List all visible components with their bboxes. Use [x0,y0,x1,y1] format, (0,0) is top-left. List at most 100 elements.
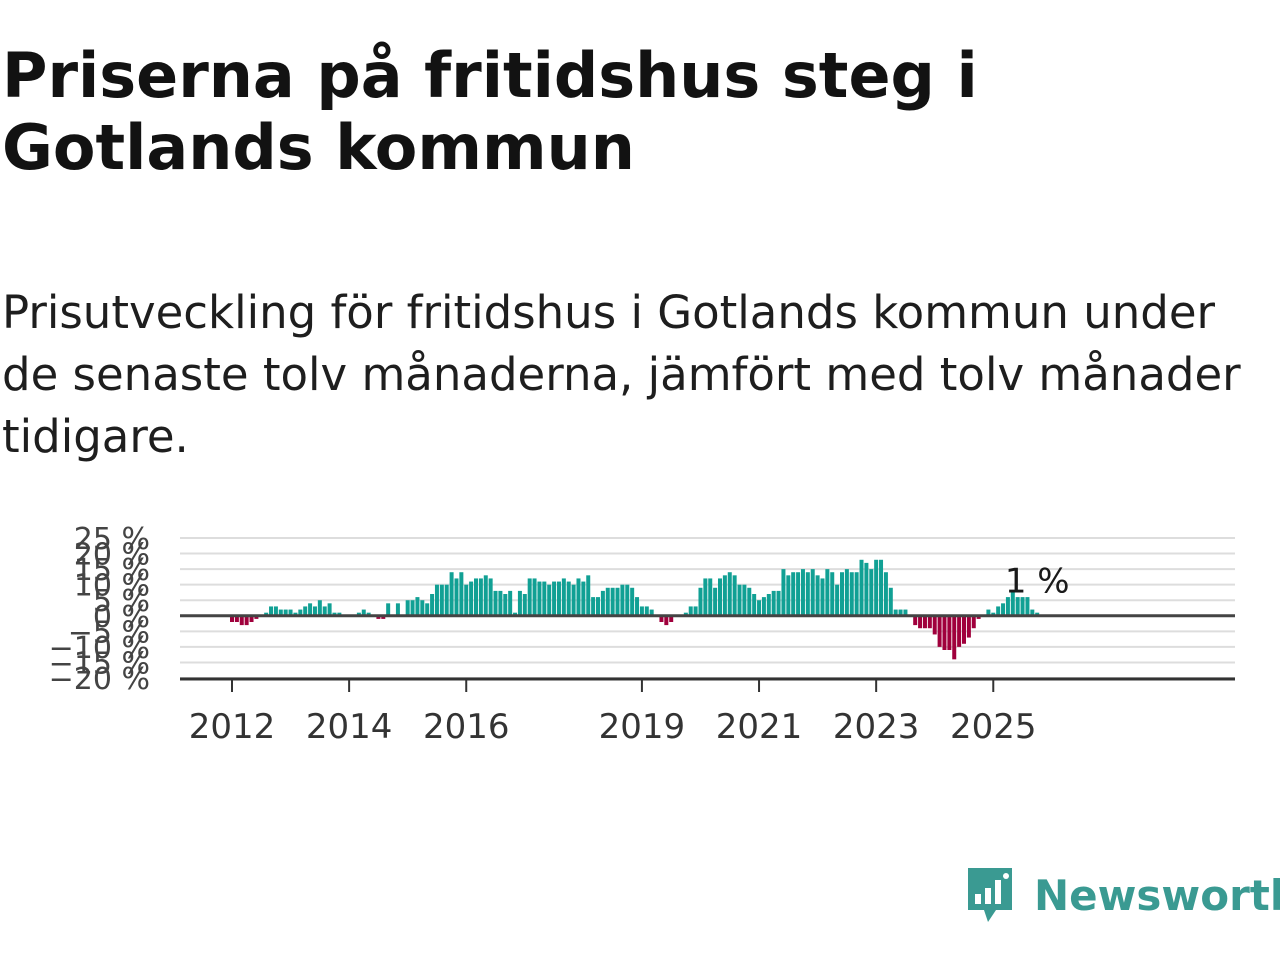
y-tick-label: 10 % [74,569,150,604]
bar [1010,590,1015,616]
bar [630,587,635,616]
bar [791,572,796,616]
bar [576,578,581,616]
bar [644,606,649,616]
bar [869,569,874,616]
y-tick-label: −10 % [49,631,150,666]
bar [859,559,864,616]
bar [683,612,688,616]
bar [922,615,927,629]
bar [742,584,747,616]
bar [991,612,996,616]
bar [947,615,952,650]
bar [230,615,234,622]
bar [361,609,366,616]
bar [620,584,625,616]
bar [825,569,830,616]
bar [854,572,859,616]
bar [766,594,771,616]
bar [727,572,732,616]
bar [249,615,254,622]
bar [386,603,391,616]
newsworthy-logo: Newsworthy [964,864,1280,926]
newsworthy-logo-icon [968,868,1012,922]
bar [918,615,923,629]
bar [234,615,239,622]
bar [864,562,869,616]
bar [625,584,630,616]
x-tick-label: 2016 [423,707,510,747]
bar [1035,612,1040,616]
bar [498,590,503,616]
grid-lines [180,537,1235,679]
brand-name: Newsworthy [1034,870,1280,920]
bar [844,569,849,616]
bar [415,597,420,616]
bar [771,590,776,616]
bar [976,615,981,619]
bar [840,572,844,616]
bar [332,612,337,616]
bar [781,569,786,616]
bar [278,609,283,616]
x-tick-label: 2012 [189,707,276,747]
bar [708,578,713,616]
bar [273,606,278,616]
bar [635,597,640,616]
bar [952,615,957,660]
bar [835,584,840,616]
bar [805,572,810,616]
bar [615,587,620,616]
bar [532,578,537,616]
bar [1015,597,1020,616]
bar [508,590,513,616]
bar [879,559,884,616]
bar [888,587,893,616]
bar [269,606,274,616]
bar [454,578,459,616]
last-value-annotation: 1 % [1005,562,1070,602]
x-tick-label: 2021 [716,707,803,747]
bar [703,578,708,616]
bar [337,612,342,616]
bar [264,612,269,616]
bar [478,578,483,616]
y-tick-label: 25 % [74,522,150,557]
bar [913,615,918,626]
bar [288,609,293,616]
bar [376,615,381,619]
bar [298,609,303,616]
bar [786,575,791,616]
bar [761,597,766,616]
bars [230,559,1040,660]
bar [957,615,962,647]
bar [966,615,971,638]
y-tick-label: 5 % [93,584,150,619]
bar [488,578,493,616]
bar [571,584,576,616]
bar [688,606,693,616]
bar [308,603,313,616]
bar [1030,609,1035,616]
bar [556,581,561,616]
bar [776,590,781,616]
bar [659,615,664,622]
bar [410,600,415,616]
bar [547,584,552,616]
bar [639,606,644,616]
bar [752,594,757,616]
bar [449,572,454,616]
bar [503,594,508,616]
bar [600,590,605,616]
bar [586,575,591,616]
bar [698,587,703,616]
page-title: Priserna på fritidshus steg i Gotlands k… [2,39,978,184]
bar [303,606,308,616]
x-tick-label: 2025 [950,707,1037,747]
bar [581,581,586,616]
bar [561,578,566,616]
bar [610,587,615,616]
page-subtitle: Prisutveckling för fritidshus i Gotlands… [2,286,1241,463]
bar [513,612,518,616]
bar [527,578,532,616]
